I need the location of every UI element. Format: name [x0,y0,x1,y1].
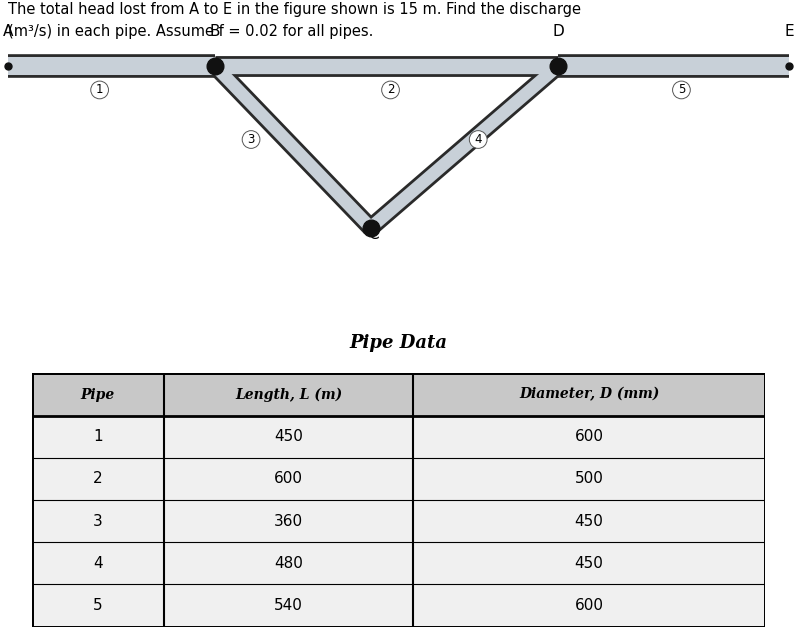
Text: 600: 600 [274,472,303,487]
Text: 4: 4 [474,133,482,146]
Text: 600: 600 [575,429,603,444]
Text: E: E [784,23,794,39]
Text: The total head lost from A to E in the figure shown is 15 m. Find the discharge: The total head lost from A to E in the f… [8,2,581,17]
Text: (m³/s) in each pipe. Assume f = 0.02 for all pipes.: (m³/s) in each pipe. Assume f = 0.02 for… [8,24,373,39]
Text: Diameter, D (mm): Diameter, D (mm) [519,387,659,402]
Text: A: A [2,23,14,39]
Text: 450: 450 [274,429,303,444]
Text: 360: 360 [274,513,303,529]
Text: 5: 5 [93,598,103,613]
Text: 2: 2 [387,84,395,96]
Text: Length, L (m): Length, L (m) [235,387,342,402]
Text: D: D [552,23,563,39]
Text: 480: 480 [274,556,303,571]
Bar [32,584,765,627]
Text: 450: 450 [575,513,603,529]
Text: 2: 2 [93,472,103,487]
Text: 600: 600 [575,598,603,613]
Bar [32,542,765,584]
Text: C: C [367,227,379,242]
Text: 1: 1 [93,429,103,444]
Text: 3: 3 [247,133,255,146]
Text: 3: 3 [93,513,103,529]
Text: 450: 450 [575,556,603,571]
Bar [32,416,765,458]
Bar [32,500,765,542]
Text: Pipe Data: Pipe Data [350,334,447,353]
Text: 1: 1 [96,84,104,96]
Bar [32,458,765,500]
Text: Pipe: Pipe [80,387,115,401]
Text: B: B [210,23,221,39]
Text: 4: 4 [93,556,103,571]
Text: 5: 5 [677,84,685,96]
Text: 540: 540 [274,598,303,613]
Text: 500: 500 [575,472,603,487]
Bar [32,373,765,416]
